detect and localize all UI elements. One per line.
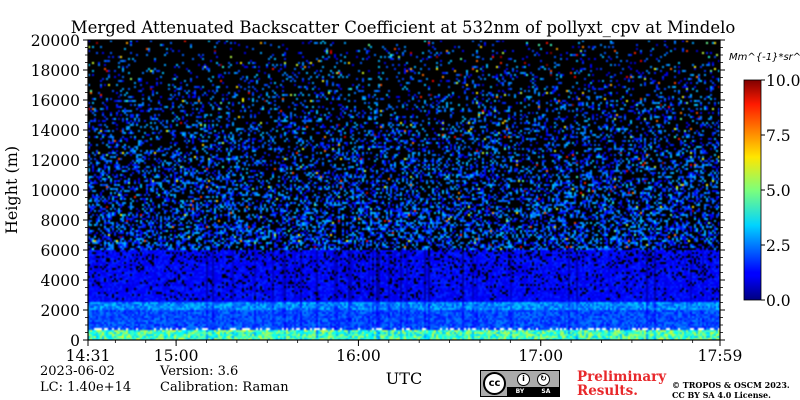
colorbar-tick-label: 0.0	[766, 292, 791, 310]
footer-lc: LC: 1.40e+14	[40, 380, 132, 395]
x-tick-label: 17:00	[518, 347, 563, 365]
cc-license-logo: cc i ↻ BY SA	[480, 370, 560, 397]
chart-title: Merged Attenuated Backscatter Coefficien…	[71, 18, 736, 37]
footer-version: Version: 3.6	[160, 364, 239, 379]
x-tick-label: 17:59	[698, 347, 743, 365]
backscatter-heatmap	[88, 40, 720, 340]
y-tick-label: 8000	[41, 212, 80, 230]
y-tick-label: 12000	[31, 152, 80, 170]
preliminary-line-2: Results.	[577, 383, 638, 399]
y-tick-label: 14000	[31, 122, 80, 140]
y-axis-label: Height (m)	[2, 146, 21, 234]
footer-date: 2023-06-02	[40, 364, 115, 379]
colorbar-unit-label: Mm^{-1}*sr^{-1}	[729, 52, 800, 63]
colorbar-tick-label: 7.5	[766, 127, 791, 145]
preliminary-notice: Preliminary Results.	[577, 370, 666, 398]
by-person-icon: i	[517, 373, 530, 386]
colorbar-tick-label: 2.5	[766, 237, 791, 255]
colorbar: Mm^{-1}*sr^{-1} 0.0 2.5 5.0 7.5 10.0	[729, 52, 800, 310]
y-axis: 0 2000 4000 6000 8000 10000 12000 14000 16000 180…	[31, 32, 725, 350]
sa-share-icon: ↻	[537, 373, 550, 386]
x-axis-label: UTC	[386, 369, 422, 388]
footer-calibration: Calibration: Raman	[160, 380, 289, 395]
x-tick-label: 15:00	[154, 347, 199, 365]
copyright-line-1: © TROPOS & OSCM 2023.	[672, 380, 790, 390]
cc-icon: cc	[483, 372, 506, 395]
x-tick-label: 14:31	[66, 347, 111, 365]
y-tick-label: 0	[70, 332, 80, 350]
y-tick-label: 18000	[31, 62, 80, 80]
colorbar-tick-label: 5.0	[766, 182, 791, 200]
y-tick-label: 20000	[31, 32, 80, 50]
x-tick-label: 16:00	[336, 347, 381, 365]
y-tick-label: 16000	[31, 92, 80, 110]
cc-badge-strip: BY SA	[507, 387, 559, 396]
y-tick-label: 6000	[41, 242, 80, 260]
y-tick-label: 2000	[41, 302, 80, 320]
y-tick-label: 4000	[41, 272, 80, 290]
y-tick-label: 10000	[31, 182, 80, 200]
x-axis: 14:31 15:00 16:00 17:00 17:59	[66, 340, 743, 365]
preliminary-line-1: Preliminary	[577, 369, 667, 385]
colorbar-gradient	[743, 79, 762, 301]
plot-area	[87, 39, 721, 341]
colorbar-tick-label: 10.0	[766, 72, 800, 90]
copyright-notice: © TROPOS & OSCM 2023. CC BY SA 4.0 Licen…	[672, 380, 790, 400]
cc-sa-text: SA	[541, 388, 551, 395]
copyright-line-2: CC BY SA 4.0 License.	[672, 390, 771, 400]
cc-by-text: BY	[515, 388, 525, 395]
